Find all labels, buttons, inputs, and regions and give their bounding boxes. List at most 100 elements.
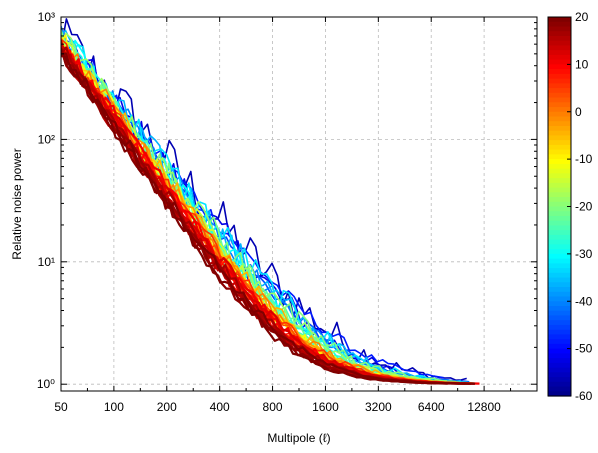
colorbar-segment <box>548 381 571 388</box>
colorbar-segment <box>548 154 571 160</box>
colorbar-segment <box>548 301 571 307</box>
colorbar-segment <box>548 17 571 23</box>
colorbar-segment <box>548 168 571 174</box>
colorbar-segment <box>548 296 571 302</box>
colorbar-segment <box>548 35 571 42</box>
x-tick-label: 12800 <box>467 400 501 414</box>
colorbar: 20 10 0 -10 -20 -30 -40 -50 -60 <box>547 10 593 403</box>
y-tick-label: 10³ <box>38 10 55 24</box>
colorbar-segment <box>548 201 571 208</box>
colorbar-segment <box>548 78 571 84</box>
colorbar-segment <box>548 125 571 132</box>
colorbar-tick-label: -50 <box>575 342 593 356</box>
y-tick-label: 10² <box>38 132 55 146</box>
colorbar-segment <box>548 26 571 32</box>
colorbar-segment <box>548 111 571 118</box>
x-tick-label: 50 <box>54 400 68 414</box>
colorbar-segment <box>548 277 571 283</box>
colorbar-segment <box>548 268 571 274</box>
colorbar-segment <box>548 305 571 312</box>
colorbar-segment <box>548 215 571 222</box>
colorbar-tick-label: -20 <box>575 200 593 214</box>
colorbar-tick-label: -30 <box>575 247 593 261</box>
series-group <box>61 18 480 385</box>
x-tick-label: 1600 <box>312 400 339 414</box>
colorbar-segment <box>548 244 571 250</box>
colorbar-segment <box>548 272 571 279</box>
colorbar-segment <box>548 173 571 179</box>
colorbar-segment <box>548 291 571 298</box>
colorbar-segment <box>548 88 571 94</box>
colorbar-segment <box>548 324 571 331</box>
colorbar-segment <box>548 102 571 108</box>
colorbar-segment <box>548 187 571 193</box>
colorbar-segment <box>548 59 571 65</box>
series-line <box>61 53 448 385</box>
colorbar-segment <box>548 358 571 364</box>
x-axis: 50 100 200 400 800 1600 3200 6400 12800 <box>54 17 512 414</box>
series-line <box>61 25 469 383</box>
colorbar-segment <box>548 329 571 336</box>
colorbar-segment <box>548 320 571 326</box>
colorbar-segment <box>548 121 571 127</box>
colorbar-tick-label: -60 <box>575 389 593 403</box>
colorbar-segment <box>548 92 571 99</box>
colorbar-segment <box>548 287 571 293</box>
colorbar-segment <box>548 159 571 165</box>
colorbar-segment <box>548 45 571 51</box>
colorbar-segment <box>548 97 571 103</box>
colorbar-segment <box>548 353 571 359</box>
x-tick-label: 3200 <box>365 400 392 414</box>
colorbar-segment <box>548 149 571 155</box>
colorbar-tick-label: 0 <box>575 105 582 119</box>
colorbar-tick-label: -40 <box>575 294 593 308</box>
colorbar-segment <box>548 386 571 392</box>
colorbar-segment <box>548 234 571 241</box>
colorbar-segment <box>548 372 571 378</box>
colorbar-segment <box>548 206 571 212</box>
colorbar-segment <box>548 230 571 236</box>
x-tick-label: 800 <box>263 400 283 414</box>
colorbar-segment <box>548 107 571 113</box>
colorbar-segment <box>548 339 571 345</box>
colorbar-segment <box>548 73 571 80</box>
colorbar-tick-label: 20 <box>575 10 589 24</box>
colorbar-segment <box>548 239 571 245</box>
colorbar-segment <box>548 258 571 264</box>
colorbar-segment <box>548 31 571 37</box>
colorbar-segment <box>548 343 571 350</box>
colorbar-segment <box>548 130 571 137</box>
x-tick-label: 100 <box>104 400 124 414</box>
colorbar-segment <box>548 249 571 255</box>
y-axis: 10⁰ 10¹ 10² 10³ <box>37 10 537 391</box>
colorbar-segment <box>548 253 571 260</box>
y-tick-label: 10⁰ <box>37 377 55 391</box>
colorbar-tick-label: 10 <box>575 57 589 71</box>
colorbar-segment <box>548 40 571 47</box>
colorbar-segment <box>548 140 571 146</box>
colorbar-segment <box>548 163 571 170</box>
colorbar-segment <box>548 178 571 184</box>
colorbar-segment <box>548 348 571 354</box>
x-tick-label: 400 <box>210 400 230 414</box>
colorbar-segment <box>548 144 571 151</box>
y-tick-label: 10¹ <box>38 255 55 269</box>
colorbar-segment <box>548 83 571 89</box>
colorbar-segment <box>548 50 571 56</box>
colorbar-tick-label: -10 <box>575 152 593 166</box>
colorbar-segment <box>548 54 571 61</box>
colorbar-segment <box>548 362 571 369</box>
colorbar-segment <box>548 315 571 321</box>
colorbar-segment <box>548 182 571 189</box>
colorbar-segment <box>548 391 571 397</box>
colorbar-segment <box>548 282 571 288</box>
colorbar-segment <box>548 64 571 70</box>
x-tick-label: 200 <box>157 400 177 414</box>
colorbar-segment <box>548 367 571 373</box>
colorbar-segment <box>548 377 571 383</box>
colorbar-segment <box>548 21 571 28</box>
colorbar-segment <box>548 192 571 198</box>
colorbar-segment <box>548 263 571 269</box>
y-axis-title: Relative noise power <box>10 148 24 259</box>
